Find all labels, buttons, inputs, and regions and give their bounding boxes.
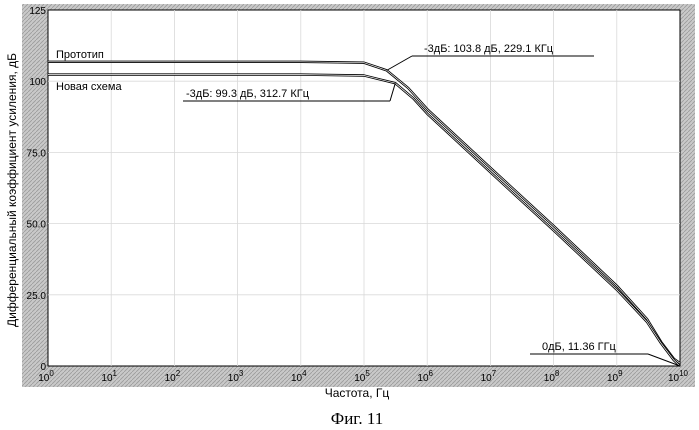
x-tick-exponent: 3 — [239, 369, 244, 378]
x-tick-exponent: 9 — [618, 369, 623, 378]
x-tick-base: 10 — [101, 373, 113, 384]
x-tick-base: 10 — [354, 373, 366, 384]
x-tick-exponent: 5 — [365, 369, 370, 378]
annotation-label: -3дБ: 99.3 дБ, 312.7 КГц — [186, 88, 310, 100]
x-tick-exponent: 6 — [429, 369, 434, 378]
annotation-label: -3дБ: 103.8 дБ, 229.1 КГц — [424, 43, 554, 55]
x-tick-exponent: 2 — [176, 369, 181, 378]
x-tick-base: 10 — [481, 373, 493, 384]
x-tick-exponent: 0 — [49, 369, 54, 378]
annotation-label: 0дБ, 11.36 ГГц — [542, 341, 617, 353]
x-tick-exponent: 10 — [679, 369, 688, 378]
x-tick-exponent: 4 — [302, 369, 307, 378]
x-tick-exponent: 8 — [555, 369, 560, 378]
x-tick-base: 10 — [668, 373, 680, 384]
x-axis-label: Частота, Гц — [325, 386, 390, 400]
x-tick-base: 10 — [291, 373, 303, 384]
y-tick-label: 25.0 — [27, 291, 47, 302]
y-tick-label: 75.0 — [27, 148, 47, 159]
series-label: Новая схема — [56, 81, 122, 93]
figure-caption: Фиг. 11 — [331, 409, 383, 428]
x-tick-base: 10 — [544, 373, 556, 384]
x-tick-base: 10 — [38, 373, 50, 384]
x-tick-base: 10 — [417, 373, 429, 384]
x-tick-base: 10 — [228, 373, 240, 384]
x-tick-base: 10 — [165, 373, 177, 384]
y-axis-label: Дифференциальный коэффициент усиления, д… — [5, 53, 19, 327]
y-tick-label: 50.0 — [27, 220, 47, 231]
x-tick-base: 10 — [607, 373, 619, 384]
x-tick-exponent: 1 — [113, 369, 118, 378]
series-label: Прототип — [56, 49, 104, 61]
x-tick-exponent: 7 — [492, 369, 497, 378]
y-tick-label: 125 — [29, 6, 46, 17]
y-tick-label: 100 — [29, 77, 46, 88]
y-tick-label: 0 — [40, 362, 46, 373]
